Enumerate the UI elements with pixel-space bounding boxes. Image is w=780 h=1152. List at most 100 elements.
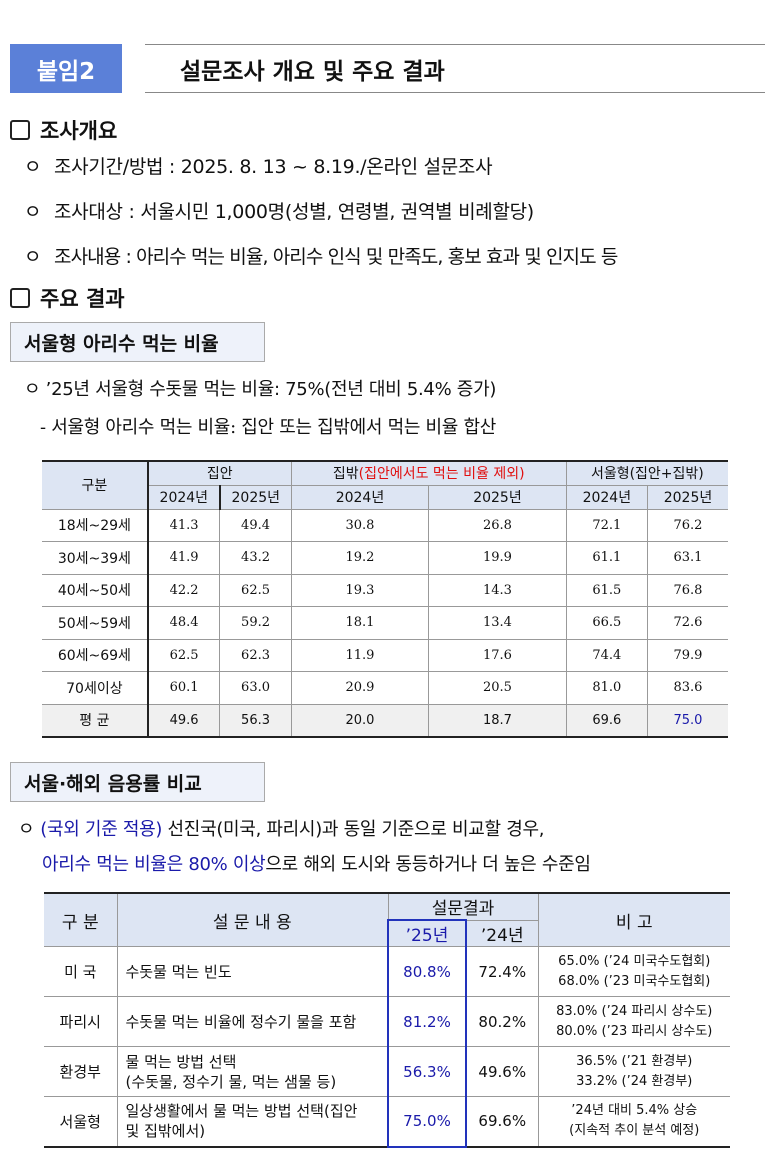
table-cell: 61.5 (565, 573, 648, 607)
table-cell: 48.4 (147, 606, 221, 640)
note-line: ’24년 대비 5.4% 상승 (571, 1103, 698, 1119)
note-line: (지속적 추이 분석 예정) (569, 1123, 700, 1139)
group-header-note: (집안에서도 먹는 비율 제외) (358, 466, 525, 483)
table-cell: 74.4 (565, 638, 648, 672)
results-heading-text: 주요 결과 (40, 287, 125, 311)
table-cell: 19.9 (428, 541, 567, 575)
table-cell: 20.9 (290, 671, 430, 705)
col-header: 구 분 (44, 892, 118, 947)
row-category: 환경부 (44, 1046, 118, 1097)
table-row: 30세~39세 41.9 43.2 19.2 19.9 61.1 63.1 (42, 541, 728, 575)
section2-line2: 아리수 먹는 비율은 80% 이상으로 해외 도시와 동등하거나 더 높은 수준… (42, 850, 591, 876)
result-2024: 69.6% (465, 1096, 539, 1147)
year-header: 2025년 (219, 484, 292, 510)
square-bullet-icon (10, 288, 30, 308)
table-cell: 11.9 (290, 638, 430, 672)
col-header: 비 고 (537, 892, 730, 947)
table-cell: 76.8 (646, 573, 728, 607)
body-text: 으로 해외 도시와 동등하거나 더 높은 수준임 (265, 854, 591, 875)
group-header: 집밖(집안에서도 먹는 비율 제외) (290, 460, 567, 486)
table-cell: 19.3 (290, 573, 430, 607)
note-line: 33.2% (’24 환경부) (576, 1073, 693, 1089)
table-cell: 30.8 (290, 508, 430, 542)
table-cell: 83.6 (646, 671, 728, 705)
year-header: 2024년 (290, 484, 430, 510)
note-line: 83.0% (’24 파리시 상수도) (556, 1003, 713, 1019)
table-cell: 79.9 (646, 638, 728, 672)
overview-text: 조사기간/방법 : 2025. 8. 13 ~ 8.19./온라인 설문조사 (54, 156, 493, 178)
results-heading: 주요 결과 (10, 283, 125, 313)
note-line: 36.5% (’21 환경부) (576, 1053, 693, 1069)
note: ’24년 대비 5.4% 상승 (지속적 추이 분석 예정) (537, 1096, 730, 1147)
table-cell: 63.0 (219, 671, 292, 705)
content-line: 일상생활에서 물 먹는 방법 선택(집안 (125, 1102, 358, 1121)
table-row: 60세~69세 62.5 62.3 11.9 17.6 74.4 79.9 (42, 638, 728, 672)
row-category: 서울형 (44, 1096, 118, 1147)
year-header: 2025년 (428, 484, 567, 510)
col-header-2025: ’25년 (387, 919, 467, 947)
group-header: 집안 (147, 460, 292, 486)
result-2025: 56.3% (387, 1046, 467, 1097)
row-label: 40세~50세 (42, 573, 149, 607)
table-cell: 81.0 (565, 671, 648, 705)
section-label-comparison: 서울·해외 음용률 비교 (10, 762, 265, 802)
row-category: 미 국 (44, 946, 118, 997)
table-cell: 62.3 (219, 638, 292, 672)
table-row: 70세이상 60.1 63.0 20.9 20.5 81.0 83.6 (42, 671, 728, 705)
table-cell: 72.1 (565, 508, 648, 542)
section1-line1: ㅇ ’25년 서울형 수돗물 먹는 비율: 75%(전년 대비 5.4% 증가) (24, 379, 497, 400)
overview-text: 조사대상 : 서울시민 1,000명(성별, 연령별, 권역별 비례할당) (54, 201, 534, 223)
square-bullet-icon (10, 120, 30, 140)
note-line: 80.0% (’23 파리시 상수도) (556, 1023, 713, 1039)
table-row: 파리시 수돗물 먹는 비율에 정수기 물을 포함 81.2% 80.2% 83.0% (… (44, 996, 730, 1047)
body-text: 선진국(미국, 파리시)과 동일 기준으로 비교할 경우, (162, 819, 545, 840)
overview-heading-text: 조사개요 (40, 119, 118, 143)
note-line: 68.0% (’23 미국수도협회) (558, 973, 711, 989)
year-header: 2024년 (565, 484, 648, 510)
table-cell: 75.0 (646, 703, 728, 737)
row-label: 60세~69세 (42, 638, 149, 672)
survey-content: 수돗물 먹는 비율에 정수기 물을 포함 (116, 996, 389, 1047)
year-header: 2024년 (147, 484, 221, 510)
table-cell: 66.5 (565, 606, 648, 640)
result-2025: 81.2% (387, 996, 467, 1047)
col-header: 구분 (42, 460, 149, 510)
group-header-text: 집밖 (332, 466, 359, 483)
table-cell: 42.2 (147, 573, 221, 607)
table-row: 미 국 수돗물 먹는 빈도 80.8% 72.4% 65.0% (’24 미국수도협회)… (44, 946, 730, 997)
table-row: 40세~50세 42.2 62.5 19.3 14.3 61.5 76.8 (42, 573, 728, 607)
row-label: 50세~59세 (42, 606, 149, 640)
seoul-rate-table: 구분 집안 집밖(집안에서도 먹는 비율 제외) 서울형(집안+집밖) 2024… (42, 460, 728, 738)
overview-text: 조사내용 : 아리수 먹는 비율, 아리수 인식 및 만족도, 홍보 효과 및 … (54, 246, 618, 268)
table-cell: 41.9 (147, 541, 221, 575)
table-cell: 60.1 (147, 671, 221, 705)
table-cell: 20.0 (290, 703, 430, 737)
table-cell: 13.4 (428, 606, 567, 640)
table-cell: 63.1 (646, 541, 728, 575)
overview-item: ㅇ 조사대상 : 서울시민 1,000명(성별, 연령별, 권역별 비례할당) (24, 197, 534, 224)
table-cell: 14.3 (428, 573, 567, 607)
overview-item: ㅇ 조사기간/방법 : 2025. 8. 13 ~ 8.19./온라인 설문조사 (24, 152, 493, 179)
bullet: ㅇ (24, 156, 42, 178)
content-line: 물 먹는 방법 선택 (125, 1052, 237, 1071)
table-row: 50세~59세 48.4 59.2 18.1 13.4 66.5 72.6 (42, 606, 728, 640)
table-cell: 17.6 (428, 638, 567, 672)
survey-content: 물 먹는 방법 선택 (수돗물, 정수기 물, 먹는 샘물 등) (116, 1046, 389, 1097)
result-2025: 75.0% (387, 1096, 467, 1148)
table-row: 평 균 49.6 56.3 20.0 18.7 69.6 75.0 (42, 703, 728, 737)
result-2025: 80.8% (387, 946, 467, 997)
table-cell: 59.2 (219, 606, 292, 640)
table-cell: 62.5 (147, 638, 221, 672)
table-cell: 49.6 (147, 703, 221, 737)
section-label-seoul-rate: 서울형 아리수 먹는 비율 (10, 322, 265, 362)
row-label: 30세~39세 (42, 541, 149, 575)
note: 36.5% (’21 환경부) 33.2% (’24 환경부) (537, 1046, 730, 1097)
result-2024: 49.6% (465, 1046, 539, 1097)
note: 83.0% (’24 파리시 상수도) 80.0% (’23 파리시 상수도) (537, 996, 730, 1047)
page-title: 설문조사 개요 및 주요 결과 (145, 44, 765, 93)
content-line: 수돗물 먹는 빈도 (125, 962, 232, 981)
bullet: ㅇ (24, 246, 41, 268)
col-header: 설 문 내 용 (116, 892, 389, 947)
content-line: (수돗물, 정수기 물, 먹는 샘물 등) (125, 1072, 337, 1091)
table-cell: 72.6 (646, 606, 728, 640)
